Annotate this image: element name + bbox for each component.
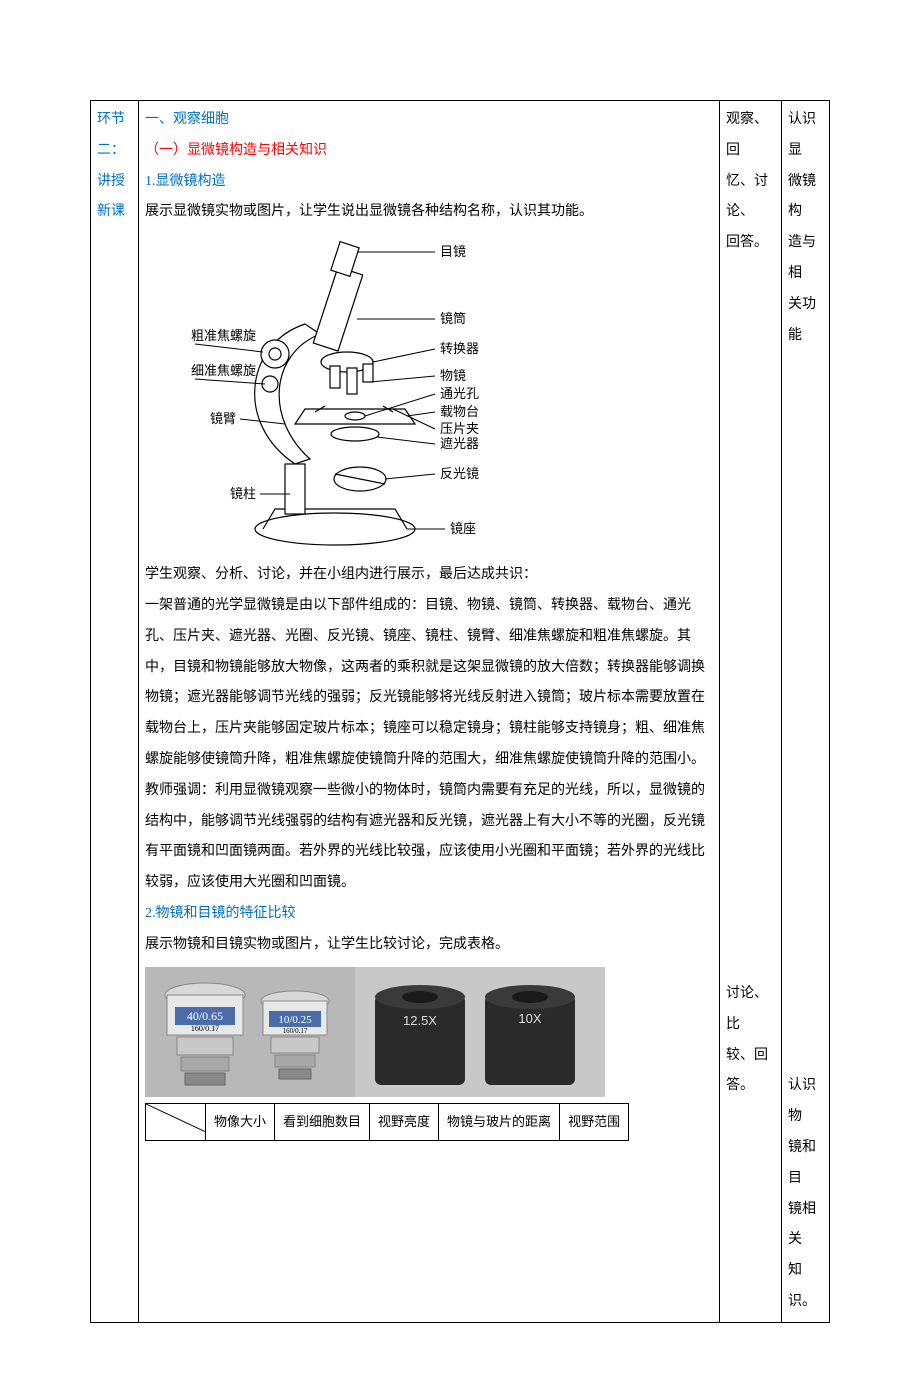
label-diaphragm: 遮光器: [440, 436, 479, 451]
spacer-2: [788, 351, 823, 1071]
para-2: 一架普通的光学显微镜是由以下部件组成的：目镜、物镜、镜筒、转换器、载物台、通光孔…: [145, 591, 713, 776]
content-cell: 一、观察细胞 （一）显微镜构造与相关知识 1.显微镜构造 展示显微镜实物或图片，…: [139, 101, 720, 1323]
label-nosepiece: 转换器: [440, 341, 479, 356]
label-coarse: 粗准焦螺旋: [191, 328, 256, 343]
th-1: 物像大小: [206, 1103, 275, 1141]
label-objective: 物镜: [440, 368, 466, 383]
label-eyepiece: 目镜: [440, 244, 466, 259]
stage-label-1: 环节: [97, 112, 125, 127]
stage-cell: 环节 二： 讲授 新课: [91, 101, 139, 1323]
label-aperture: 通光孔: [440, 386, 479, 401]
activity-cell: 观察、回 忆、讨论、 回答。 讨论、比 较、回答。: [720, 101, 782, 1323]
goal2-l2: 镜和目: [788, 1133, 823, 1195]
obj1-label: 40/0.65: [187, 1009, 223, 1023]
th-2: 看到细胞数目: [275, 1103, 370, 1141]
goal2-l1: 认识物: [788, 1071, 823, 1133]
goal1-l2: 微镜构: [788, 167, 823, 229]
lesson-table: 环节 二： 讲授 新课 一、观察细胞 （一）显微镜构造与相关知识 1.显微镜构造…: [90, 100, 830, 1323]
subsection-title: （一）显微镜构造与相关知识: [145, 143, 327, 158]
heading-1: 1.显微镜构造: [145, 174, 226, 189]
label-arm: 镜臂: [210, 411, 236, 426]
obj2-sub: 160/0.17: [283, 1027, 308, 1035]
label-pillar: 镜柱: [230, 486, 256, 501]
section-title: 一、观察细胞: [145, 112, 229, 127]
goal1-l1: 认识显: [788, 105, 823, 167]
label-mirror: 反光镜: [440, 466, 479, 481]
obj2-label: 10/0.25: [278, 1014, 312, 1026]
th-4: 物镜与玻片的距离: [439, 1103, 560, 1141]
intro-text: 展示显微镜实物或图片，让学生说出显微镜各种结构名称，认识其功能。: [145, 197, 713, 228]
stage-label-3: 讲授: [97, 174, 125, 189]
para-4: 展示物镜和目镜实物或图片，让学生比较讨论，完成表格。: [145, 930, 713, 961]
eye1-label: 12.5X: [403, 1013, 437, 1028]
para-3: 教师强调：利用显微镜观察一些微小的物体时，镜筒内需要有充足的光线，所以，显微镜的…: [145, 776, 713, 899]
goal2-l3: 镜相关: [788, 1195, 823, 1257]
stage-label-4: 新课: [97, 204, 125, 219]
comparison-table: 物像大小 看到细胞数目 视野亮度 物镜与玻片的距离 视野范围: [145, 1103, 629, 1142]
spacer: [726, 259, 775, 979]
goal1-l3: 造与相: [788, 228, 823, 290]
eye2-label: 10X: [518, 1011, 541, 1026]
label-base: 镜座: [450, 521, 476, 536]
para-1: 学生观察、分析、讨论，并在小组内进行展示，最后达成共识：: [145, 560, 713, 591]
lens-photos: 40/0.65 160/0.17 10/0.25 160/0.17: [145, 967, 713, 1097]
goal1-l4: 关功能: [788, 290, 823, 352]
act1-l1: 观察、回: [726, 105, 775, 167]
label-tube: 镜筒: [440, 311, 466, 326]
diag-cell: [146, 1103, 206, 1141]
goal2-l4: 知识。: [788, 1256, 823, 1318]
microscope-diagram: 目镜 镜筒 转换器 物镜 通光孔 载物台 压片夹 遮光器 反光镜 镜座 粗准焦螺…: [175, 234, 535, 554]
th-3: 视野亮度: [370, 1103, 439, 1141]
label-fine: 细准焦螺旋: [191, 363, 256, 378]
label-clip: 压片夹: [440, 421, 479, 436]
act1-l2: 忆、讨论、: [726, 167, 775, 229]
goal-cell: 认识显 微镜构 造与相 关功能 认识物 镜和目 镜相关 知识。: [782, 101, 830, 1323]
label-stage: 载物台: [440, 404, 479, 419]
heading-2: 2.物镜和目镜的特征比较: [145, 906, 296, 921]
obj1-sub: 160/0.17: [191, 1024, 219, 1033]
page-container: 环节 二： 讲授 新课 一、观察细胞 （一）显微镜构造与相关知识 1.显微镜构造…: [0, 0, 920, 1383]
act1-l3: 回答。: [726, 228, 775, 259]
th-5: 视野范围: [560, 1103, 629, 1141]
act2-l2: 较、回答。: [726, 1041, 775, 1103]
stage-label-2: 二：: [97, 143, 125, 158]
act2-l1: 讨论、比: [726, 979, 775, 1041]
